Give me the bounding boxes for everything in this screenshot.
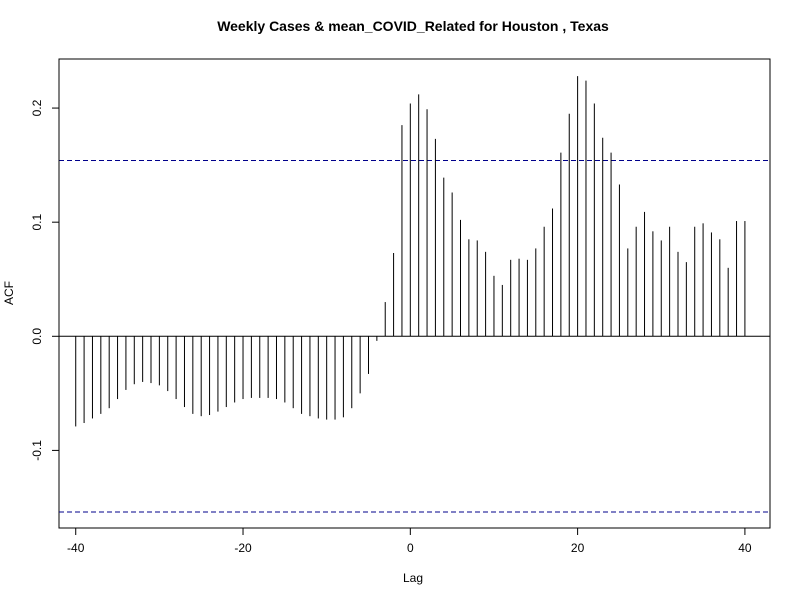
chart-title: Weekly Cases & mean_COVID_Related for Ho… <box>217 18 609 34</box>
x-axis: -40 -20 0 20 40 <box>67 527 752 555</box>
x-tick-label: 20 <box>571 541 585 555</box>
x-tick-label: 0 <box>407 541 414 555</box>
y-tick-label: 0.1 <box>30 214 44 231</box>
confidence-band-lines <box>59 160 770 513</box>
acf-bars <box>75 76 746 427</box>
plot-frame <box>58 58 771 529</box>
y-tick-label: -0.1 <box>30 440 44 461</box>
x-axis-label: Lag <box>403 571 423 585</box>
x-tick-label: -40 <box>67 541 85 555</box>
x-tick-label: 40 <box>738 541 752 555</box>
y-tick-label: 0.2 <box>30 99 44 116</box>
x-tick-label: -20 <box>234 541 252 555</box>
y-axis: -0.1 0.0 0.1 0.2 <box>30 99 60 461</box>
y-axis-label: ACF <box>2 281 16 305</box>
y-tick-label: 0.0 <box>30 328 44 345</box>
